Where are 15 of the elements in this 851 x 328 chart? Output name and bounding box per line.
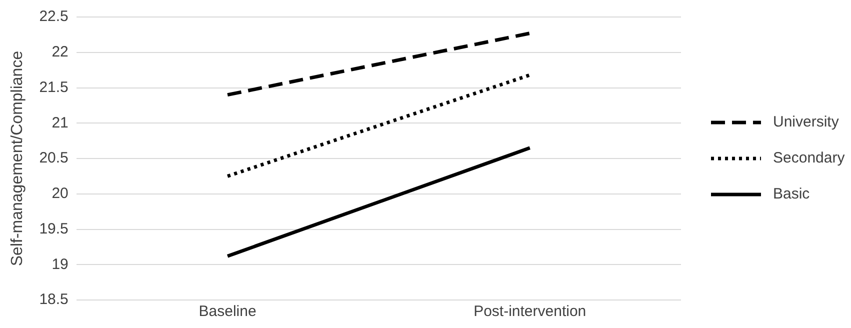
y-tick-label: 18.5 <box>39 291 68 308</box>
x-tick-label: Post-intervention <box>474 303 586 320</box>
y-tick-label: 19 <box>52 256 68 273</box>
x-tick-label: Baseline <box>198 303 256 320</box>
y-tick-label: 21.5 <box>39 78 68 96</box>
y-tick-label: 19.5 <box>39 220 68 238</box>
y-tick-label: 22.5 <box>39 8 68 26</box>
legend-label: Basic <box>773 186 810 203</box>
y-tick-label: 21 <box>52 114 68 132</box>
legend-label: Secondary <box>773 150 846 167</box>
y-tick-label: 22 <box>52 44 68 61</box>
y-tick-label: 20 <box>52 185 68 202</box>
y-tick-label: 20.5 <box>39 150 68 167</box>
legend-label: University <box>773 114 840 131</box>
y-axis-title: Self-management/Compliance <box>9 50 26 266</box>
